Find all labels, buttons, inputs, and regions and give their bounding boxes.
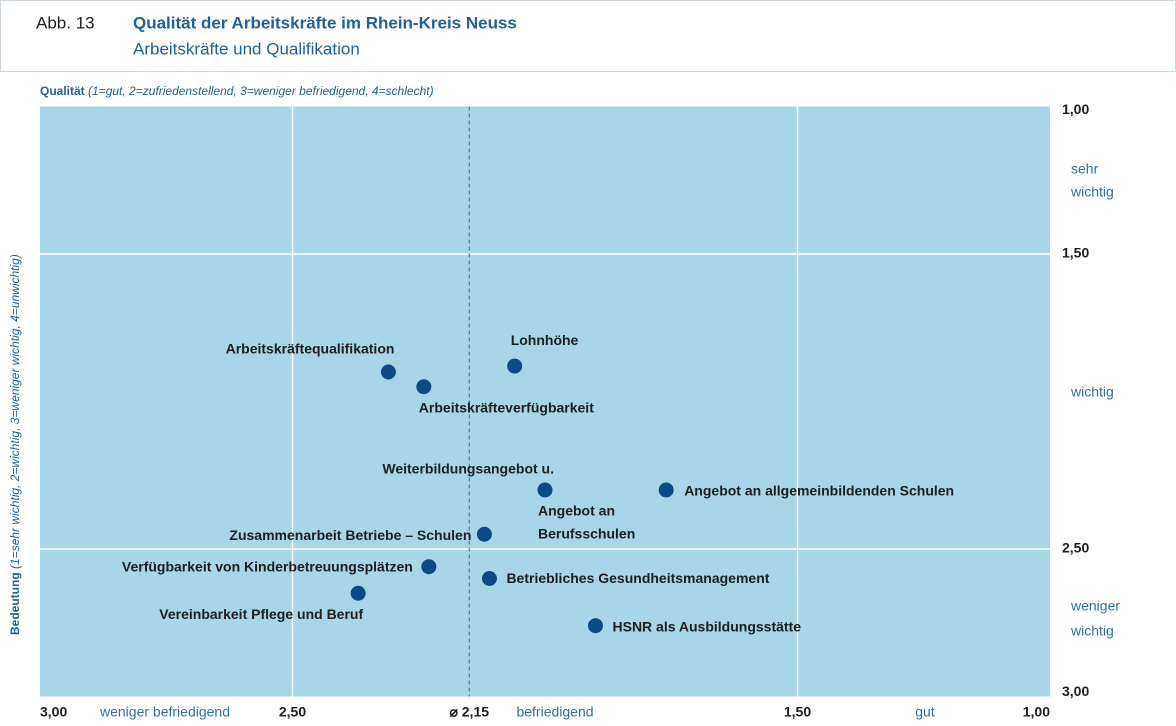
point-label: Lohnhöhe: [511, 332, 579, 348]
x-axis-name: Qualität: [40, 84, 85, 98]
mean-label: ⌀ 2,15: [449, 704, 489, 720]
point-label: Betriebliches Gesundheitsmanagement: [506, 570, 769, 586]
point-label: Angebot an allgemeinbildenden Schulen: [684, 483, 954, 499]
plot-area: [40, 106, 1050, 697]
x-tick-label: 3,00: [40, 704, 67, 720]
data-point: [507, 358, 523, 374]
data-point: [537, 482, 553, 498]
x-zone-label: gut: [915, 704, 935, 720]
y-zone-label: wichtig: [1070, 623, 1114, 639]
y-axis-note: (1=sehr wichtig, 2=wichtig, 3=weniger wi…: [8, 254, 22, 569]
header-box: [0, 0, 1176, 72]
x-tick-label: 2,50: [279, 704, 306, 720]
y-tick-label: 3,00: [1062, 683, 1089, 699]
data-point: [658, 482, 674, 498]
data-point: [421, 559, 437, 575]
x-axis-title: Qualität (1=gut, 2=zufriedenstellend, 3=…: [40, 84, 434, 98]
x-tick-label: 1,00: [1023, 704, 1050, 720]
y-zone-label: wichtig: [1070, 184, 1114, 200]
point-label: Vereinbarkeit Pflege und Beruf: [159, 606, 363, 622]
data-point: [481, 571, 497, 586]
y-axis-title: Bedeutung (1=sehr wichtig, 2=wichtig, 3=…: [8, 254, 22, 635]
y-axis-name: Bedeutung: [8, 572, 22, 635]
figure-label: Abb. 13: [36, 13, 95, 32]
y-zone-label: sehr: [1071, 161, 1099, 177]
point-label: Weiterbildungsangebot u.: [382, 461, 554, 477]
x-tick-label: 1,50: [784, 704, 811, 720]
y-zone-label: weniger: [1070, 598, 1120, 614]
point-label: Berufsschulen: [538, 526, 635, 542]
chart-subtitle: Arbeitskräfte und Qualifikation: [133, 39, 360, 58]
point-label: Arbeitskräftequalifikation: [226, 341, 395, 357]
data-point: [416, 379, 432, 395]
x-axis-note: (1=gut, 2=zufriedenstellend, 3=weniger b…: [88, 84, 434, 98]
y-tick-label: 1,50: [1062, 245, 1089, 261]
data-point: [588, 618, 603, 634]
point-label: Verfügbarkeit von Kinderbetreuungsplätze…: [122, 558, 413, 574]
point-label: Arbeitskräfteverfügbarkeit: [419, 399, 594, 415]
x-zone-label: weniger befriedigend: [99, 704, 230, 720]
y-tick-label: 1,00: [1062, 101, 1089, 117]
data-point: [380, 364, 396, 380]
data-point: [350, 585, 366, 601]
chart-title: Qualität der Arbeitskräfte im Rhein-Krei…: [133, 13, 517, 32]
point-label: Angebot an: [538, 503, 615, 519]
point-label: HSNR als Ausbildungsstätte: [613, 618, 802, 634]
point-label: Zusammenarbeit Betriebe – Schulen: [229, 527, 471, 543]
y-tick-label: 2,50: [1062, 540, 1089, 556]
x-zone-label: befriedigend: [516, 704, 593, 720]
y-zone-label: wichtig: [1070, 384, 1114, 400]
data-point: [476, 526, 492, 542]
